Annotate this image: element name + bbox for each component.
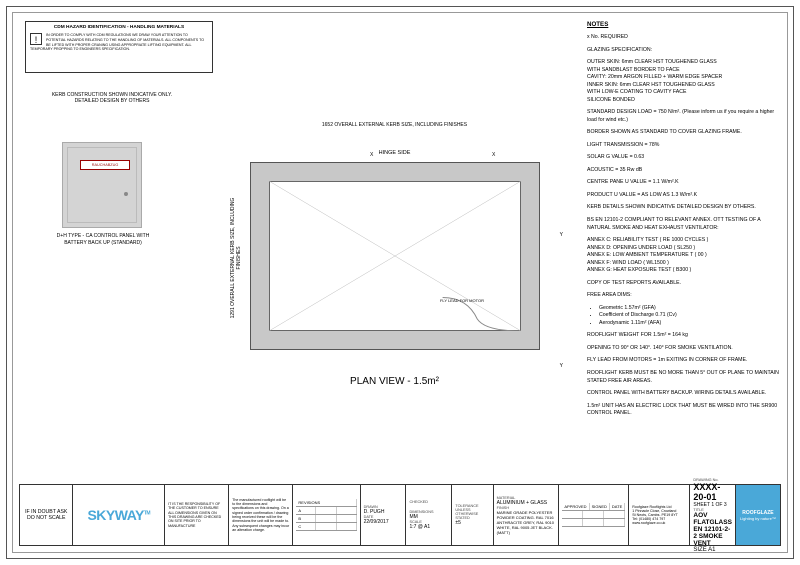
warning-icon: ! (30, 33, 42, 45)
section-y-right: Y (560, 232, 563, 238)
responsibility-note: IT IS THE RESPONSIBILITY OF THE CUSTOMER… (165, 485, 229, 545)
skyway-logo: SKYWAYTM (87, 507, 150, 523)
section-y-right2: Y (560, 363, 563, 369)
notes-column: NOTES x No. REQUIREDGLAZING SPECIFICATIO… (587, 21, 779, 423)
notes-heading: NOTES (587, 21, 779, 30)
section-x-top2: X (492, 152, 495, 158)
scale-warning: IF IN DOUBT ASK DO NOT SCALE (20, 485, 73, 545)
panel-caption: D+H TYPE - CA CONTROL PANEL WITH BATTERY… (47, 233, 159, 246)
logo-cell: SKYWAYTM (73, 485, 165, 545)
revision-table: REVISIONS A B C (293, 485, 360, 545)
control-panel-image: RAUCHABZUG (62, 142, 142, 228)
manufacture-note: The manufactured rooflight will be to th… (229, 485, 293, 545)
plan-drawing: 1652 OVERALL EXTERNAL KERB SIZE, INCLUDI… (222, 122, 567, 387)
cdm-title: CDM HAZARD IDENTIFICATION - HANDLING MAT… (30, 25, 208, 31)
tolerance-cell: TOLERANCE UNLESS OTHERWISE STATED ±5 (452, 485, 493, 545)
roofglaze-logo: ROOFGLAZE Lighting by nature™ (736, 485, 780, 545)
top-dimension: 1652 OVERALL EXTERNAL KERB SIZE, INCLUDI… (250, 122, 539, 128)
kerb-note: KERB CONSTRUCTION SHOWN INDICATIVE ONLY.… (47, 92, 177, 104)
panel-label: RAUCHABZUG (80, 160, 130, 170)
notes-body: x No. REQUIREDGLAZING SPECIFICATION:OUTE… (587, 34, 779, 418)
hinge-label: HINGE SIDE (222, 150, 567, 156)
drawing-info-cell: DRAWING No.XXXX-20-01 SHEET 1 OF 3 TITLE… (690, 485, 736, 545)
checked-cell: CHECKED DIMENSIONSMM SCALE1:7 @ A1 (406, 485, 452, 545)
panel-door: RAUCHABZUG (67, 147, 137, 223)
cdm-body: IN ORDER TO COMPLY WITH CDM REGULATIONS … (30, 33, 208, 52)
plan-title: PLAN VIEW - 1.5m² (250, 376, 539, 387)
approval-cell: APPROVEDSIGNEDDATE (559, 485, 629, 545)
glazing-area (269, 181, 521, 331)
signature-cell: DRAWND. PUGH DATE22/09/2017 (361, 485, 407, 545)
panel-lock-icon (124, 192, 128, 196)
section-x-top: X (370, 152, 373, 158)
address-cell: Roofglaze Rooflights Ltd 1 Pinnacle Clos… (629, 485, 690, 545)
material-cell: MATERIALALUMINIUM + GLASS FINISHMARINE G… (494, 485, 560, 545)
rooflight-frame: FLY LEAD FOR MOTOR (250, 162, 540, 350)
fly-lead-label: FLY LEAD FOR MOTOR (435, 298, 489, 303)
cdm-hazard-box: CDM HAZARD IDENTIFICATION - HANDLING MAT… (25, 21, 213, 73)
sheet-border: CDM HAZARD IDENTIFICATION - HANDLING MAT… (6, 6, 794, 559)
title-block: IF IN DOUBT ASK DO NOT SCALE SKYWAYTM IT… (19, 484, 781, 546)
left-dimension: 1291 OVERALL EXTERNAL KERB SIZE, INCLUDI… (226, 162, 246, 350)
